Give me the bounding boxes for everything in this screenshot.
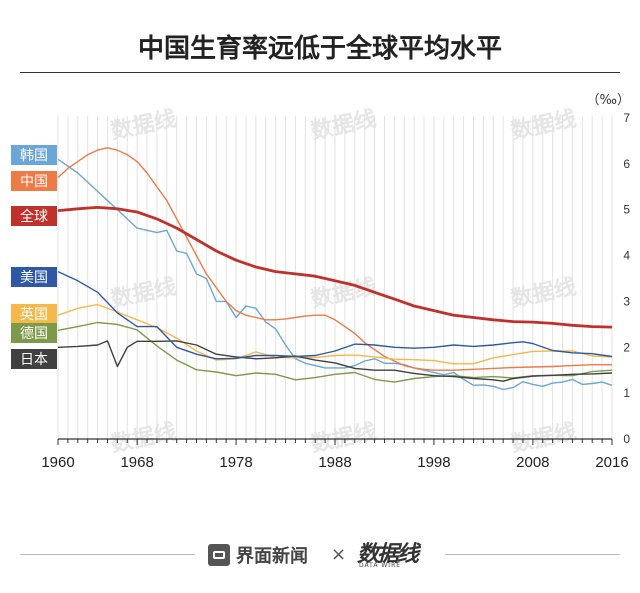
- legend-badge-日本: [11, 349, 57, 369]
- watermark-text: 数据线: [109, 419, 179, 458]
- legend-badge-英国: [11, 304, 57, 324]
- legend-label: 美国: [20, 270, 48, 286]
- x-tick-label: 1998: [417, 454, 450, 471]
- y-tick-label: 7: [623, 111, 630, 125]
- y-tick-label: 0: [623, 432, 630, 446]
- jiemian-logo-icon: [208, 544, 230, 566]
- series-line-日本: [57, 340, 613, 382]
- page-title: 中国生育率远低于全球平均水平: [137, 34, 502, 64]
- series-line-中国: [57, 147, 612, 371]
- x-tick-label: 2016: [595, 454, 628, 471]
- brand-datawire-text: 数据线: [357, 541, 419, 567]
- footer-divider-right: [445, 554, 620, 555]
- axes: 1960 1968 1978 1988 1998 2008 2016 0 1 2 3 4 5 6 7 （‰）: [41, 93, 630, 471]
- watermark-text: 数据线: [109, 106, 179, 145]
- series-lines: [57, 147, 613, 391]
- brand-jiemian-text: 界面新闻: [236, 546, 308, 567]
- watermark-text: 数据线: [509, 274, 579, 313]
- x-tick-label: 1988: [318, 454, 351, 471]
- times-sign: ×: [331, 544, 347, 565]
- footer-divider-left: [20, 554, 195, 555]
- legend-label: 全球: [20, 208, 48, 225]
- title-divider: [20, 72, 620, 73]
- vertical-gridlines: [57, 116, 613, 439]
- series-line-全球: [57, 206, 613, 329]
- legend-label: 中国: [20, 174, 48, 190]
- y-tick-label: 3: [623, 294, 630, 308]
- legend-badge-全球: [11, 206, 57, 226]
- y-tick-label: 6: [623, 157, 630, 171]
- watermark-text: 数据线: [509, 419, 579, 458]
- watermark-text: 数据线: [309, 106, 379, 145]
- series-line-美国: [57, 270, 613, 360]
- legend-label: 德国: [20, 326, 48, 342]
- brand-datawire-logo: 数据线 DATA WIRE: [357, 536, 427, 572]
- watermark-text: 数据线: [309, 274, 379, 313]
- footer: 界面新闻 × 数据线 DATA WIRE: [0, 540, 640, 570]
- legend-badge-德国: [11, 323, 57, 343]
- legend-badge-韩国: [11, 145, 57, 165]
- watermark-text: 数据线: [309, 419, 379, 458]
- x-tick-label: 1978: [219, 454, 252, 471]
- series-line-英国: [57, 303, 613, 365]
- legend-badge-中国: [11, 171, 57, 191]
- x-tick-label: 2008: [516, 454, 549, 471]
- legend-label: 韩国: [20, 148, 48, 164]
- y-tick-label: 1: [623, 386, 630, 400]
- watermark-text: 数据线: [109, 274, 179, 313]
- brand-jiemian: 界面新闻: [208, 542, 308, 568]
- x-tick-label: 1960: [41, 454, 74, 471]
- brand-datawire-sub: DATA WIRE: [359, 562, 402, 569]
- legend-label: 英国: [20, 306, 48, 323]
- watermark-text: 数据线: [509, 106, 579, 145]
- y-tick-label: 5: [623, 203, 630, 217]
- legend-label: 日本: [20, 352, 48, 368]
- y-unit-label: （‰）: [587, 93, 630, 108]
- legend-badge-美国: [11, 267, 57, 287]
- series-line-韩国: [57, 158, 613, 391]
- x-tick-label: 1968: [120, 454, 153, 471]
- y-tick-label: 2: [623, 340, 630, 354]
- y-tick-label: 4: [623, 249, 630, 263]
